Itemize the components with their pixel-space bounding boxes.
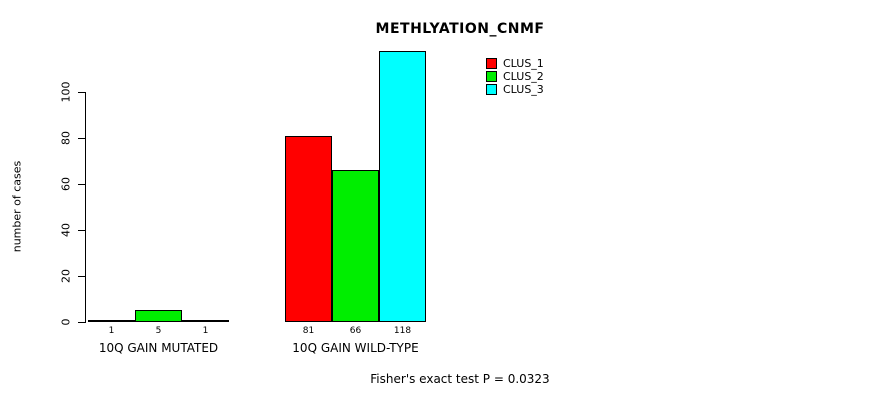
annotation-text: Fisher's exact test P = 0.0323 — [370, 372, 550, 386]
y-axis-line — [85, 92, 86, 323]
bar-value-label: 1 — [108, 326, 115, 336]
bar-clus_3-group1 — [182, 320, 229, 322]
bar-value-label: 118 — [393, 326, 412, 336]
chart-title: METHLYATION_CNMF — [375, 21, 545, 37]
y-axis-tick-label: 20 — [59, 269, 73, 283]
x-axis-category-label: 10Q GAIN WILD-TYPE — [292, 341, 419, 355]
bar-clus_3-group2 — [379, 51, 426, 322]
legend-label: CLUS_3 — [503, 83, 544, 96]
y-axis-tick — [78, 322, 85, 323]
bar-clus_2-group2 — [332, 170, 379, 322]
bar-clus_1-group1 — [88, 320, 135, 322]
y-axis-tick-label: 60 — [59, 177, 73, 191]
legend-swatch — [486, 58, 497, 69]
y-axis-tick — [78, 138, 85, 139]
legend-item-clus_3: CLUS_3 — [486, 83, 544, 96]
bar-clus_1-group2 — [285, 136, 332, 322]
legend-swatch — [486, 84, 497, 95]
legend-label: CLUS_2 — [503, 70, 544, 83]
y-axis-tick — [78, 276, 85, 277]
y-axis-tick-label: 40 — [59, 223, 73, 237]
y-axis-tick-label: 80 — [59, 131, 73, 145]
bar-clus_2-group1 — [135, 310, 182, 322]
y-axis-tick — [78, 184, 85, 185]
legend-item-clus_1: CLUS_1 — [486, 57, 544, 70]
y-axis-tick — [78, 230, 85, 231]
y-axis-tick-label: 0 — [59, 318, 73, 326]
y-axis-tick — [78, 92, 85, 93]
x-axis-category-label: 10Q GAIN MUTATED — [98, 341, 219, 355]
legend-label: CLUS_1 — [503, 57, 544, 70]
bar-value-label: 81 — [302, 326, 315, 336]
y-axis-label: number of cases — [10, 160, 24, 253]
bar-value-label: 1 — [202, 326, 209, 336]
legend: CLUS_1 CLUS_2 CLUS_3 — [486, 57, 544, 96]
legend-swatch — [486, 71, 497, 82]
bar-value-label: 5 — [155, 326, 162, 336]
y-axis-tick-label: 100 — [59, 81, 73, 103]
bar-value-label: 66 — [349, 326, 362, 336]
legend-item-clus_2: CLUS_2 — [486, 70, 544, 83]
